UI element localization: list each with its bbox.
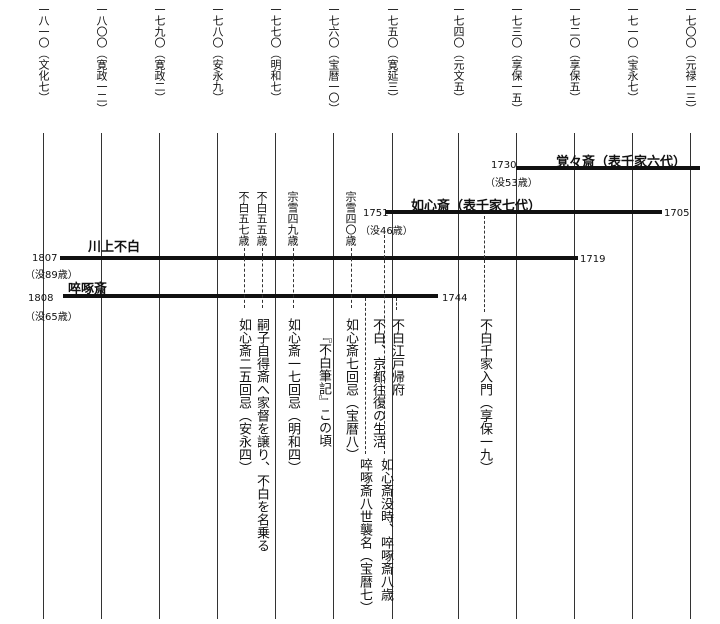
lifespan-bar [516, 166, 700, 170]
grid-line-1770 [275, 133, 276, 619]
age-label-fuhaku-57: 不白五七歳 [237, 191, 250, 246]
death-age: （没89歳） [25, 270, 78, 281]
grid-line-1790 [159, 133, 160, 619]
lifespan-bar [386, 210, 662, 214]
lifespan-bar [60, 256, 578, 260]
lifespan-bar [63, 294, 438, 298]
birth-year: 1744 [442, 293, 468, 304]
event-connector [244, 248, 245, 308]
event-fuhaku-kyoto-life: 不白、京都往復の生活 [370, 318, 385, 448]
year-label-1750: 一七五〇（寛延三） [386, 4, 399, 103]
year-label-1800: 一八〇〇（寛政一二） [95, 4, 108, 114]
event-fuhaku-return-edo: 不白江戸帰府 [389, 318, 404, 396]
death-age: （没53歳） [485, 178, 538, 189]
grid-line-1750 [392, 133, 393, 619]
event-joshinsai-7th: 如心斎七回忌（宝暦八） [343, 318, 358, 461]
event-connector [262, 248, 263, 308]
grid-line-1720 [574, 133, 575, 619]
age-label-sosetsu-40: 宗雪四〇歳 [344, 191, 357, 246]
death-age: （没65歳） [25, 312, 78, 323]
year-label-1720: 一七二〇（享保五） [568, 4, 581, 103]
event-connector [351, 248, 352, 308]
person-name: 啐啄斎 [68, 282, 108, 297]
death-year: 1730 [491, 160, 517, 171]
year-label-1810: 一八一〇（文化七） [37, 4, 50, 103]
death-age: （没46歳） [360, 226, 413, 237]
event-fuhaku-entry: 不白千家入門（享保一九） [477, 318, 492, 474]
event-joshinsai-death: 如心斎没時、啐啄斎八歳 [378, 458, 393, 601]
year-label-1780: 一七八〇（安永九） [211, 4, 224, 103]
grid-line-1800 [101, 133, 102, 619]
age-label-sosetsu-49: 宗雪四九歳 [286, 191, 299, 246]
year-label-1700: 一七〇〇（元禄一三） [684, 4, 697, 114]
event-connector [365, 298, 366, 454]
birth-year: 1705 [664, 208, 690, 219]
grid-line-1740 [458, 133, 459, 619]
event-connector [384, 230, 385, 454]
year-label-1760: 一七六〇（宝暦一〇） [327, 4, 340, 114]
year-label-1740: 一七四〇（元文五） [452, 4, 465, 103]
grid-line-1700 [690, 133, 691, 619]
year-label-1710: 一七一〇（宝永七） [626, 4, 639, 103]
year-label-1730: 一七三〇（享保一五） [510, 4, 523, 114]
death-year: 1751 [363, 208, 389, 219]
event-jitokusai-succession: 嗣子自得斎へ家督を譲り、不白を名乗る [254, 318, 269, 552]
grid-line-1730 [516, 133, 517, 619]
event-sottakusai-8th: 啐啄斎八世襲名（宝暦七） [357, 458, 372, 614]
age-label-fuhaku-55: 不白五五歳 [255, 191, 268, 246]
event-joshinsai-17th: 如心斎一七回忌（明和四） [285, 318, 300, 474]
grid-line-1780 [217, 133, 218, 619]
event-joshinsai-25th: 如心斎二五回忌（安永四） [236, 318, 251, 474]
event-connector [484, 216, 485, 312]
death-year: 1807 [32, 253, 58, 264]
grid-line-1710 [632, 133, 633, 619]
event-connector [293, 248, 294, 308]
year-label-1770: 一七七〇（明和七） [269, 4, 282, 103]
grid-line-1760 [333, 133, 334, 619]
birth-year: 1719 [580, 254, 606, 265]
year-label-1790: 一七九〇（寛政二） [153, 4, 166, 103]
person-name: 川上不白 [88, 240, 141, 255]
death-year: 1808 [28, 293, 54, 304]
grid-line-1810 [43, 133, 44, 619]
event-fuhaku-hikki: 『不白筆記』この頃 [316, 330, 331, 447]
event-connector [396, 298, 397, 310]
